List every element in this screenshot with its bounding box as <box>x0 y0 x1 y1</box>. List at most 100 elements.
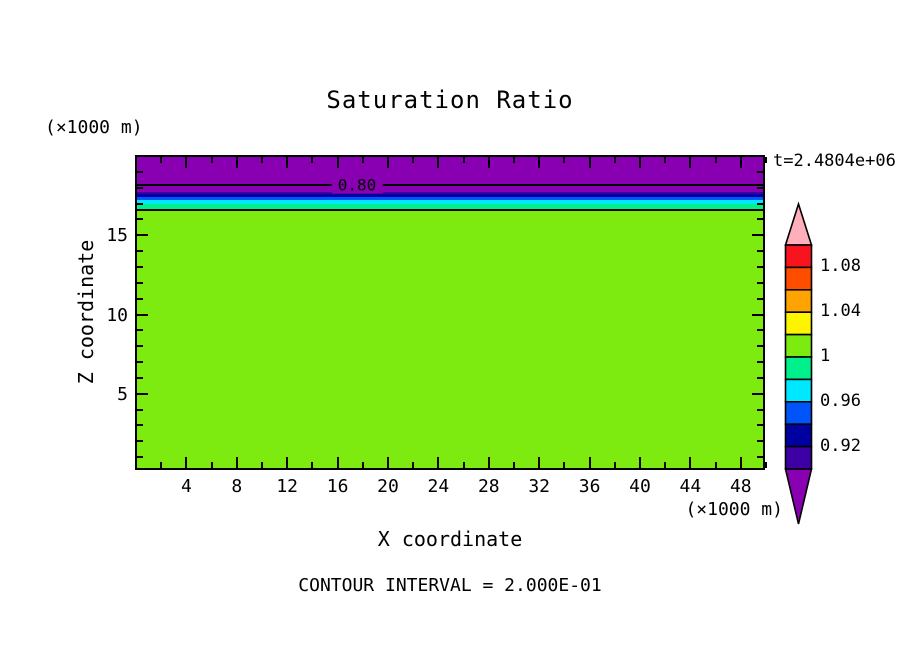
x-major-tick <box>387 157 389 168</box>
y-minor-tick <box>757 170 763 173</box>
x-minor-tick <box>664 462 667 468</box>
x-axis-unit-label: (×1000 m) <box>685 499 783 520</box>
x-minor-tick <box>261 157 263 163</box>
colorbar-segment <box>784 356 813 381</box>
x-minor-tick <box>462 157 465 163</box>
x-major-tick <box>336 457 339 468</box>
x-major-tick <box>185 457 188 468</box>
y-minor-tick <box>137 361 143 364</box>
y-major-tick <box>752 392 763 395</box>
y-minor-tick <box>757 218 763 221</box>
x-minor-tick <box>613 462 616 468</box>
x-minor-tick <box>412 157 415 163</box>
x-minor-tick <box>311 462 314 468</box>
colorbar-segment <box>784 266 813 291</box>
colorbar <box>784 201 813 525</box>
x-major-tick <box>487 157 490 168</box>
y-minor-tick <box>137 424 143 427</box>
y-major-tick <box>137 392 148 395</box>
y-minor-tick <box>137 345 143 348</box>
plot-area: 0.80 <box>135 155 767 470</box>
contour-line-0-80 <box>137 184 763 186</box>
colorbar-segment <box>784 333 813 358</box>
y-tick-label: 15 <box>106 225 128 247</box>
x-major-tick <box>286 457 289 468</box>
y-major-tick <box>137 234 148 237</box>
y-minor-tick <box>757 297 763 300</box>
x-minor-tick <box>160 462 163 468</box>
y-minor-tick <box>137 376 143 379</box>
x-major-tick <box>235 457 238 468</box>
y-minor-tick <box>137 186 143 189</box>
band-0.90-0.92 <box>137 191 763 194</box>
x-tick-label: 40 <box>629 476 651 497</box>
x-minor-tick <box>563 157 566 163</box>
colorbar-arrow-below-range <box>784 468 813 525</box>
y-minor-tick <box>137 218 143 221</box>
y-minor-tick <box>757 202 763 205</box>
band-0.92-0.94 <box>137 194 763 197</box>
y-minor-tick <box>137 440 143 443</box>
x-tick-label: 24 <box>427 476 450 497</box>
x-minor-tick <box>361 462 364 468</box>
x-minor-tick <box>613 157 616 163</box>
x-tick-label: 44 <box>679 476 702 497</box>
y-minor-tick <box>757 186 763 189</box>
y-major-tick <box>752 313 763 316</box>
x-major-tick <box>739 457 742 468</box>
colorbar-segment <box>784 311 813 336</box>
y-minor-tick <box>757 329 763 332</box>
x-minor-tick <box>311 157 314 163</box>
y-minor-tick <box>137 297 143 300</box>
x-major-tick <box>639 157 641 168</box>
colorbar-segment <box>784 401 813 426</box>
x-major-tick <box>639 457 641 468</box>
y-minor-tick <box>757 456 763 459</box>
band-1.00-1.02 <box>137 209 763 468</box>
y-minor-tick <box>137 408 143 411</box>
x-major-tick <box>689 157 692 168</box>
colorbar-segment <box>784 423 813 448</box>
x-tick-label: 48 <box>729 476 752 497</box>
x-major-tick <box>588 457 591 468</box>
contour-fill-bands <box>137 157 763 468</box>
colorbar-tick-label: 0.92 <box>820 435 861 456</box>
x-major-tick <box>185 157 188 168</box>
x-major-tick <box>487 457 490 468</box>
colorbar-tick-label: 0.96 <box>820 390 861 411</box>
y-minor-tick <box>757 408 763 411</box>
x-major-tick <box>286 157 289 168</box>
x-major-tick <box>689 457 692 468</box>
contour-interval-note: CONTOUR INTERVAL = 2.000E-01 <box>298 575 602 596</box>
x-minor-tick <box>160 157 163 163</box>
x-tick-label: 32 <box>528 476 551 497</box>
y-minor-tick <box>757 250 763 253</box>
colorbar-segment <box>784 244 813 269</box>
x-major-tick <box>387 457 389 468</box>
x-major-tick <box>336 157 339 168</box>
x-minor-tick <box>261 462 263 468</box>
band-0.96-0.98 <box>137 200 763 204</box>
colorbar-segment <box>784 445 813 470</box>
contour-label-0-80: 0.80 <box>331 176 383 194</box>
x-tick-label: 16 <box>326 476 349 497</box>
x-minor-tick <box>765 157 767 163</box>
y-minor-tick <box>137 170 143 173</box>
y-minor-tick <box>757 376 763 379</box>
x-tick-label: 36 <box>578 476 601 497</box>
x-axis-label: X coordinate <box>377 527 523 551</box>
x-major-tick <box>437 157 440 168</box>
y-minor-tick <box>137 329 143 332</box>
x-minor-tick <box>361 157 364 163</box>
y-minor-tick <box>137 250 143 253</box>
x-minor-tick <box>210 462 213 468</box>
x-major-tick <box>437 457 440 468</box>
x-tick-label: 8 <box>231 476 243 497</box>
y-major-tick <box>752 234 763 237</box>
y-major-tick <box>137 313 148 316</box>
x-tick-label: 4 <box>180 476 192 497</box>
x-minor-tick <box>714 157 717 163</box>
x-minor-tick <box>563 462 566 468</box>
x-major-tick <box>538 157 541 168</box>
